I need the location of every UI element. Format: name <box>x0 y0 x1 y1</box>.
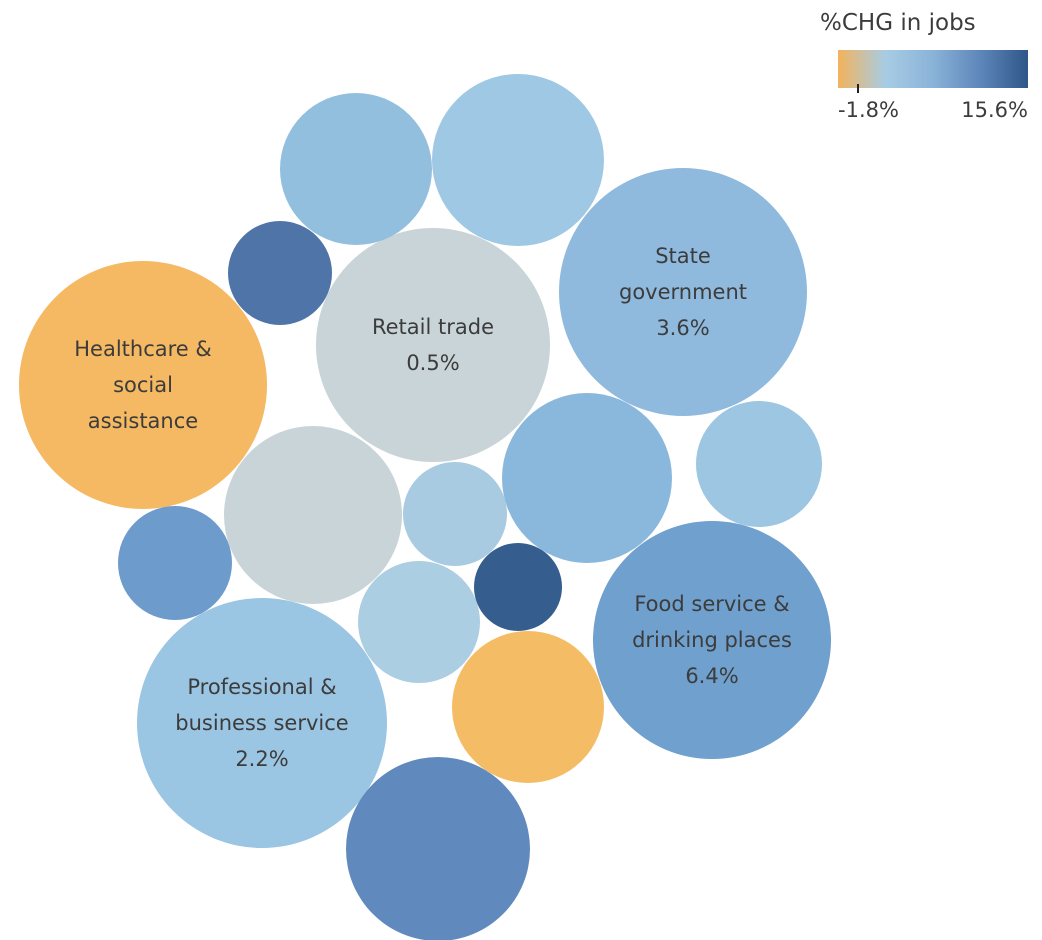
bubble[interactable] <box>474 543 562 631</box>
bubble[interactable] <box>316 228 550 462</box>
bubble[interactable] <box>228 221 332 325</box>
legend-title: %CHG in jobs <box>820 10 976 36</box>
bubble[interactable] <box>502 393 672 563</box>
bubble-label: government <box>619 280 747 304</box>
bubble[interactable] <box>432 74 604 246</box>
bubble[interactable] <box>559 168 807 416</box>
bubble-label: 2.2% <box>235 747 288 771</box>
color-legend: %CHG in jobs -1.8% 15.6% <box>820 10 1028 122</box>
legend-min-label: -1.8% <box>838 98 899 122</box>
bubble-label: Retail trade <box>372 315 494 339</box>
bubble[interactable] <box>19 261 267 509</box>
legend-color-ramp <box>838 50 1028 88</box>
bubble[interactable] <box>118 506 232 620</box>
bubble-label: assistance <box>88 409 198 433</box>
bubble[interactable] <box>452 631 604 783</box>
bubble-label: 0.5% <box>406 351 459 375</box>
bubble-label: 3.6% <box>656 316 709 340</box>
bubble[interactable] <box>403 462 507 566</box>
bubble-label: Healthcare & <box>74 337 212 361</box>
bubble[interactable] <box>346 757 530 940</box>
bubble-label: social <box>113 373 173 397</box>
legend-max-label: 15.6% <box>961 98 1028 122</box>
bubble[interactable] <box>358 561 480 683</box>
bubble[interactable] <box>593 521 831 759</box>
bubble-label: Food service & <box>634 592 789 616</box>
bubble[interactable] <box>224 426 402 604</box>
bubble-label: State <box>655 244 711 268</box>
bubble-label: business service <box>175 711 348 735</box>
bubble[interactable] <box>696 401 822 527</box>
bubbles: Healthcare & social assistance Retail trade… <box>19 74 831 940</box>
bubble-label: Professional & <box>187 675 336 699</box>
bubble-label: drinking places <box>632 628 792 652</box>
bubble-label: 6.4% <box>685 664 738 688</box>
bubble[interactable] <box>280 93 432 245</box>
bubble[interactable] <box>137 598 387 848</box>
